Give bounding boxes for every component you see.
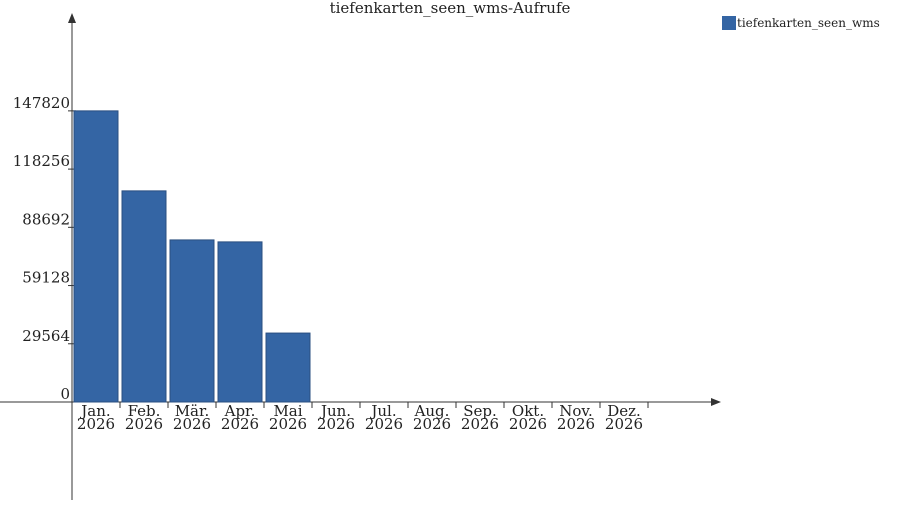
y-tick-label: 118256 [13, 152, 70, 170]
x-tick-label: Mär. 2026 [173, 402, 211, 433]
x-tick-label: Aug. 2026 [413, 402, 451, 433]
y-axis-arrow [68, 13, 76, 23]
chart-title: tiefenkarten_seen_wms-Aufrufe [330, 0, 571, 17]
legend-swatch [722, 16, 736, 30]
x-tick-label: Okt. 2026 [509, 402, 547, 433]
legend-label: tiefenkarten_seen_wms [737, 16, 880, 30]
bar [121, 190, 167, 403]
y-tick-label: 88692 [22, 210, 70, 228]
bar [73, 110, 119, 403]
y-tick-label: 29564 [22, 327, 70, 345]
y-tick-label: 59128 [22, 269, 70, 287]
x-tick-label: Mai 2026 [269, 402, 307, 433]
bar [265, 332, 311, 403]
x-tick-label: Dez. 2026 [605, 402, 643, 433]
x-axis-arrow [711, 398, 721, 406]
x-tick-label: Sep. 2026 [461, 402, 499, 433]
x-tick-label: Jan. 2026 [77, 402, 115, 433]
x-tick-label: Jul. 2026 [365, 402, 403, 433]
x-tick-label: Apr. 2026 [221, 402, 259, 433]
x-tick-label: Feb. 2026 [125, 402, 163, 433]
y-tick-label: 147820 [13, 94, 70, 112]
bar [217, 241, 263, 403]
x-tick-label: Jun. 2026 [317, 402, 355, 433]
y-tick-label: 0 [60, 385, 70, 403]
x-tick-label: Nov. 2026 [557, 402, 595, 433]
bar [169, 239, 215, 403]
